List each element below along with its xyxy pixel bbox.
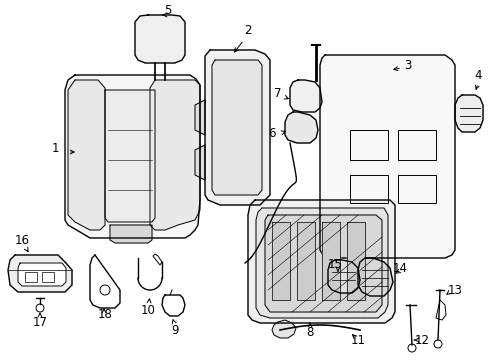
Polygon shape	[321, 222, 339, 300]
Text: 5: 5	[164, 4, 171, 17]
Polygon shape	[65, 75, 200, 238]
Text: 17: 17	[32, 315, 47, 328]
Polygon shape	[285, 112, 317, 143]
Polygon shape	[256, 208, 387, 318]
Text: 16: 16	[15, 234, 29, 247]
Polygon shape	[105, 90, 155, 222]
Polygon shape	[212, 60, 262, 195]
Polygon shape	[271, 320, 295, 338]
Polygon shape	[110, 225, 152, 243]
Bar	[25, 272, 37, 282]
Bar	[397, 175, 435, 203]
Polygon shape	[18, 263, 66, 286]
Polygon shape	[289, 80, 321, 112]
Bar	[349, 175, 387, 203]
Polygon shape	[195, 145, 204, 180]
Polygon shape	[247, 200, 394, 323]
Polygon shape	[8, 255, 72, 292]
Polygon shape	[454, 95, 482, 132]
Polygon shape	[195, 100, 204, 135]
Polygon shape	[150, 80, 200, 230]
Text: 14: 14	[392, 261, 407, 274]
Text: 10: 10	[140, 303, 155, 316]
Polygon shape	[327, 260, 359, 293]
Polygon shape	[204, 50, 269, 205]
Text: 3: 3	[404, 59, 411, 72]
Text: 9: 9	[171, 324, 179, 337]
Text: 4: 4	[473, 68, 481, 81]
Text: 1: 1	[51, 141, 59, 154]
Text: 6: 6	[268, 126, 275, 140]
Polygon shape	[135, 15, 184, 63]
Polygon shape	[68, 80, 105, 230]
Polygon shape	[271, 222, 289, 300]
Text: 8: 8	[305, 325, 313, 338]
Text: 18: 18	[98, 309, 112, 321]
Polygon shape	[296, 222, 314, 300]
Polygon shape	[357, 258, 392, 296]
Bar	[397, 130, 435, 160]
Polygon shape	[264, 215, 381, 312]
Bar	[42, 272, 54, 282]
Text: 2: 2	[244, 23, 251, 36]
Text: 13: 13	[447, 284, 462, 297]
Text: 11: 11	[350, 333, 365, 346]
Text: 7: 7	[274, 86, 281, 99]
Text: 15: 15	[327, 258, 342, 271]
Bar	[349, 130, 387, 160]
Polygon shape	[346, 222, 364, 300]
Text: 12: 12	[414, 333, 428, 346]
Polygon shape	[319, 55, 454, 258]
